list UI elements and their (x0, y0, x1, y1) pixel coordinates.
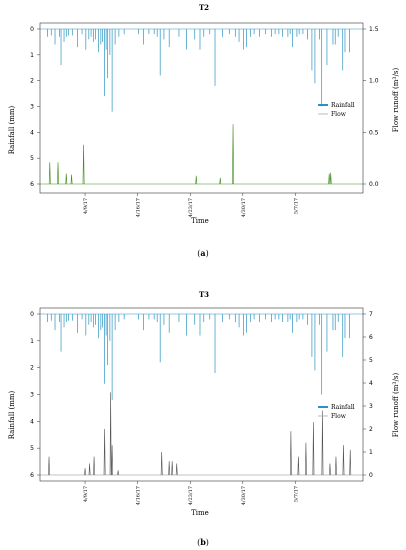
rainfall-tick-label: 5 (30, 155, 34, 162)
flow-tick-label: 0.0 (369, 181, 379, 188)
flow-peak (103, 428, 106, 476)
rainfall-tick-label: 6 (30, 472, 34, 479)
legend-rainfall-t3: Rainfall (331, 404, 355, 411)
time-tick-label: 4/9/17 (83, 486, 89, 502)
time-tick-label: 4/23/17 (188, 198, 194, 217)
flow-tick-label: 1.5 (369, 26, 379, 33)
legend-t2: Rainfall Flow (318, 102, 355, 118)
right-axis-label-t3: Flow runoff (m3/s) (392, 372, 400, 437)
flow-tick-label: 0 (369, 472, 373, 479)
flow-peak (70, 174, 73, 185)
left-axis-label-t2: Rainfall (mm) (8, 105, 16, 154)
rainfall-axis-t3: 0 1 2 3 4 5 6 (30, 311, 40, 479)
flow-peak (111, 445, 114, 476)
rainfall-tick-label: 5 (30, 445, 34, 452)
legend-flow-t3: Flow (331, 413, 347, 420)
time-tick-label: 5/7/17 (293, 486, 299, 502)
flow-peak (321, 410, 324, 476)
rainfall-bars-t3 (40, 313, 363, 400)
rainfall-tick-label: 2 (30, 365, 34, 372)
x-axis-label-t2: Time (191, 217, 209, 225)
flow-peak (219, 177, 222, 185)
time-axis-t3: 4/9/17 4/16/17 4/23/17 4/30/17 5/7/17 (83, 481, 299, 505)
flow-peak (335, 456, 337, 476)
flow-tick-label: 7 (369, 311, 373, 318)
time-tick-label: 4/23/17 (188, 486, 194, 505)
flow-tick-label: 6 (369, 334, 373, 341)
flow-peak (117, 470, 120, 476)
rainfall-tick-label: 4 (30, 418, 34, 425)
caption-a: (a) (197, 248, 208, 258)
right-axis-label-t2: Flow runoff (m3/s) (392, 67, 400, 132)
flow-peak (160, 451, 163, 476)
legend-rainfall-t2: Rainfall (331, 102, 355, 109)
rainfall-axis-t2: 0 1 2 3 4 5 6 (30, 26, 40, 188)
time-tick-label: 4/30/17 (241, 486, 247, 505)
rainfall-tick-label: 3 (30, 104, 34, 111)
chart-t3: T3 0 1 2 3 4 5 6 0 1 2 3 4 5 6 7 4/9/17 4/16/17 4/23/17… (8, 290, 400, 547)
flow-peak (232, 124, 234, 185)
flow-peak (289, 431, 292, 476)
flow-tick-label: 1.0 (369, 78, 379, 85)
flow-peak (93, 456, 95, 476)
flow-axis-t3: 0 1 2 3 4 5 6 7 (363, 311, 373, 479)
flow-peak (48, 456, 50, 476)
flow-peak (48, 162, 51, 185)
flow-peak (84, 468, 86, 476)
x-axis-label-t3: Time (191, 509, 209, 517)
chart-title-t3: T3 (199, 290, 209, 299)
time-tick-label: 4/30/17 (241, 198, 247, 217)
flow-peak (109, 392, 112, 476)
rainfall-tick-label: 6 (30, 181, 34, 188)
time-axis-t2: 4/9/17 4/16/17 4/23/17 4/30/17 5/7/17 (83, 193, 299, 217)
rainfall-bars-t2 (40, 28, 363, 112)
time-tick-label: 5/7/17 (293, 198, 299, 214)
rainfall-tick-label: 1 (30, 52, 34, 59)
chart-t2: T2 0 1 2 3 4 5 6 0.0 0.5 1.0 1.5 4/9/17 4/16/17 4/2… (8, 3, 400, 258)
rainfall-tick-label: 4 (30, 129, 34, 136)
flow-peak (342, 445, 345, 476)
flow-peak (65, 173, 68, 185)
flow-axis-t2: 0.0 0.5 1.0 1.5 (363, 26, 379, 188)
flow-peak (195, 175, 198, 185)
flow-tick-label: 3 (369, 403, 373, 410)
legend-flow-t2: Flow (331, 111, 347, 118)
flow-peak (329, 172, 332, 185)
flow-peak (88, 463, 91, 476)
time-tick-label: 4/16/17 (136, 486, 142, 505)
flow-peak (305, 442, 307, 476)
time-tick-label: 4/9/17 (83, 198, 89, 214)
flow-series-t2 (40, 124, 363, 185)
chart-title-t2: T2 (199, 3, 209, 12)
caption-b: (b) (197, 537, 209, 547)
plot-frame-t3 (39, 307, 364, 482)
flow-peak (329, 463, 331, 476)
flow-series-t3 (40, 392, 363, 476)
flow-tick-label: 4 (369, 380, 373, 387)
rainfall-tick-label: 1 (30, 338, 34, 345)
flow-peak (349, 449, 352, 476)
flow-tick-label: 1 (369, 449, 373, 456)
rainfall-tick-label: 0 (30, 26, 34, 33)
flow-tick-label: 5 (369, 357, 373, 364)
rainfall-tick-label: 0 (30, 311, 34, 318)
flow-peak (175, 463, 178, 476)
flow-peak (168, 461, 171, 476)
flow-peak (57, 162, 59, 185)
flow-peak (297, 456, 300, 476)
legend-t3: Rainfall Flow (318, 404, 355, 420)
flow-tick-label: 2 (369, 426, 373, 433)
flow-peak (328, 173, 331, 185)
flow-tick-label: 0.5 (369, 129, 379, 136)
flow-peak (312, 422, 315, 476)
time-tick-label: 4/16/17 (136, 198, 142, 217)
flow-peak (82, 144, 85, 185)
plot-frame-t2 (39, 22, 364, 194)
rainfall-tick-label: 2 (30, 78, 34, 85)
rainfall-tick-label: 3 (30, 392, 34, 399)
left-axis-label-t3: Rainfall (mm) (8, 390, 16, 439)
flow-peak (171, 461, 174, 476)
